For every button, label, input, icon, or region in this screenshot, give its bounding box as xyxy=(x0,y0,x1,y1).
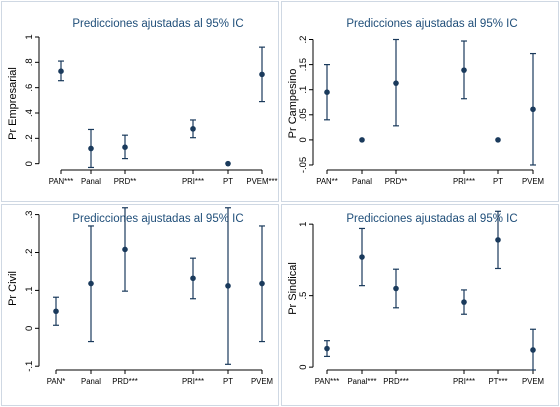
estimate-point xyxy=(259,280,265,287)
y-tick-label: .15 xyxy=(298,58,309,71)
estimate-point xyxy=(88,145,94,152)
estimate-point xyxy=(393,285,399,292)
y-tick-label: 0 xyxy=(298,137,309,142)
y-tick-label: 0 xyxy=(24,326,35,331)
estimate-point xyxy=(88,280,94,287)
estimate-point xyxy=(122,144,128,150)
x-tick-label: PRI*** xyxy=(453,377,475,386)
y-axis-label: Pr Civil xyxy=(7,271,19,306)
chart-panel-4: Predicciones ajustadas al 95% IC 0 .5 1 Pr S… xyxy=(281,204,559,406)
x-tick-label: Panal*** xyxy=(347,377,376,386)
chart-title: Predicciones ajustadas al 95% IC xyxy=(346,213,517,225)
estimate-point xyxy=(324,345,330,352)
estimate-point xyxy=(461,67,467,73)
x-tick-label: Panal xyxy=(81,377,101,386)
y-tick-label: 1 xyxy=(24,34,35,39)
x-tick-label: PRD*** xyxy=(112,377,138,386)
y-tick-label: .2 xyxy=(24,134,35,142)
estimate-point xyxy=(461,299,467,305)
estimate-point xyxy=(495,237,501,243)
estimate-point xyxy=(122,246,128,253)
x-tick-label: PRI*** xyxy=(182,177,204,186)
chart-panel-2: Predicciones ajustadas al 95% IC -.05 0 .05… xyxy=(281,1,559,202)
estimate-point xyxy=(225,160,231,167)
y-tick-label: .2 xyxy=(24,249,35,257)
estimate-point xyxy=(393,80,399,86)
panel-frame xyxy=(1,204,279,406)
x-tick-label: PT*** xyxy=(488,377,507,386)
x-tick-label: PVEM xyxy=(522,377,544,386)
estimate-point xyxy=(225,283,231,289)
y-tick-label: .3 xyxy=(24,211,35,219)
estimate-point xyxy=(259,71,265,78)
y-axis-label: Pr Campesino xyxy=(287,69,299,139)
y-tick-label: .05 xyxy=(298,108,309,121)
x-tick-label: PRI*** xyxy=(182,377,204,386)
chart-title: Predicciones ajustadas al 95% IC xyxy=(72,18,243,30)
x-tick-label: PVEM*** xyxy=(246,177,277,186)
x-tick-label: PT xyxy=(223,177,233,186)
estimate-point xyxy=(190,126,196,132)
panel-frame xyxy=(281,204,559,406)
y-tick-label: .5 xyxy=(298,292,309,300)
y-tick-label: 0 xyxy=(24,161,35,166)
chart-panel-3: Predicciones ajustadas al 95% IC -.1 0 .1 .2… xyxy=(1,204,279,406)
y-tick-label: 0 xyxy=(298,364,309,369)
chart-title: Predicciones ajustadas al 95% IC xyxy=(72,213,243,225)
x-tick-label: PAN** xyxy=(316,177,338,186)
y-tick-label: .6 xyxy=(24,84,35,92)
estimate-point xyxy=(495,137,501,143)
x-tick-label: PVEM xyxy=(251,377,273,386)
chart-title: Predicciones ajustadas al 95% IC xyxy=(346,18,517,30)
x-tick-label: PRD** xyxy=(385,177,408,186)
y-tick-label: -.1 xyxy=(24,361,35,372)
x-tick-label: PAN* xyxy=(47,377,66,386)
estimate-point xyxy=(324,89,330,96)
panel-frame xyxy=(1,1,279,202)
x-tick-label: PRD** xyxy=(114,177,137,186)
y-axis-label: Pr Sindical xyxy=(287,262,299,315)
x-tick-label: PAN*** xyxy=(49,177,74,186)
estimate-point xyxy=(359,254,365,260)
y-tick-label: .1 xyxy=(298,86,309,94)
x-tick-label: PRI*** xyxy=(453,177,475,186)
x-tick-label: PT xyxy=(493,177,503,186)
x-tick-label: PVEM xyxy=(522,177,544,186)
estimate-point xyxy=(530,347,536,353)
y-tick-label: .2 xyxy=(298,36,309,44)
x-tick-label: PAN*** xyxy=(315,377,340,386)
x-tick-label: PT xyxy=(223,377,233,386)
y-tick-label: .4 xyxy=(24,109,35,117)
x-tick-label: PRD*** xyxy=(383,377,409,386)
estimate-point xyxy=(58,68,64,74)
x-tick-label: Panal xyxy=(81,177,101,186)
y-axis-label: Pr Empresarial xyxy=(7,67,19,140)
chart-panel-1: Predicciones ajustadas al 95% IC 0 .2 .4 .6.… xyxy=(1,1,279,202)
y-tick-label: .8 xyxy=(24,58,35,66)
estimate-point xyxy=(359,137,365,143)
y-tick-label: .1 xyxy=(24,286,35,294)
y-tick-label: -.05 xyxy=(298,157,309,173)
estimate-point xyxy=(530,106,536,113)
estimate-point xyxy=(190,275,196,282)
estimate-point xyxy=(53,308,59,315)
panel-frame xyxy=(281,1,559,202)
x-tick-label: Panal xyxy=(352,177,372,186)
y-tick-label: 1 xyxy=(298,222,309,227)
